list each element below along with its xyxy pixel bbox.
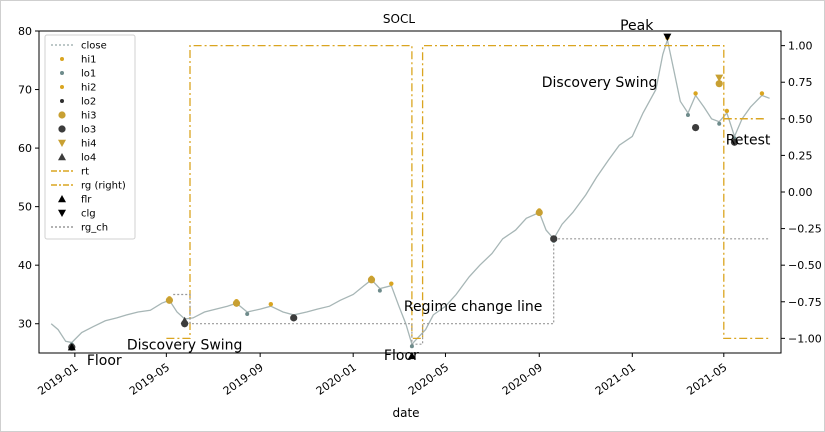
- y-right-tick-label: −0.75: [788, 296, 822, 309]
- legend-label: rg (right): [81, 181, 126, 192]
- legend-label: lo1: [81, 69, 96, 80]
- legend-label: lo3: [81, 125, 96, 136]
- x-tick-label: 2021-05: [684, 361, 729, 398]
- y-tick-label: 40: [18, 259, 32, 272]
- annotation: Discovery Swing: [127, 338, 243, 354]
- marker-flr: [407, 351, 416, 360]
- marker-hi3: [165, 296, 174, 304]
- y-tick-label: 30: [18, 318, 32, 331]
- y-right-tick-label: 1.00: [788, 40, 813, 53]
- legend: close hi1 lo1 hi2 lo2 hi3 lo3 hi4 lo4 rt rg (right…: [44, 34, 136, 240]
- legend-symbol: [60, 57, 64, 61]
- legend-symbol: [58, 195, 66, 203]
- y-right-tick-label: 0.75: [788, 76, 813, 89]
- swing-low-point: [717, 121, 722, 126]
- x-tick-label: 2019-01: [35, 361, 80, 398]
- legend-label: lo4: [81, 153, 96, 164]
- y-right-tick-label: −1.00: [788, 332, 822, 345]
- swing-low-point: [377, 288, 382, 293]
- legend-symbol: [58, 209, 66, 217]
- marker-lo4: [180, 316, 189, 324]
- legend-label: clg: [81, 209, 96, 220]
- annotation: Peak: [620, 18, 654, 34]
- y-right-tick-label: −0.25: [788, 223, 822, 236]
- annotation: Floor: [87, 353, 122, 369]
- legend-symbol: [60, 71, 64, 75]
- y-tick-label: 70: [18, 84, 32, 97]
- legend-label: hi1: [81, 55, 96, 66]
- x-tick-label: 2021-01: [593, 361, 638, 398]
- marker-hi3: [232, 299, 241, 307]
- legend-label: rt: [81, 167, 89, 178]
- series-rg-ch: [173, 238, 770, 345]
- annotation: Floor: [384, 348, 419, 364]
- marker-lo3: [550, 235, 558, 243]
- legend-label: hi2: [81, 83, 96, 94]
- x-tick-label: 2019-05: [127, 361, 172, 398]
- x-tick-label: 2020-01: [314, 361, 359, 398]
- y-tick-label: 80: [18, 25, 32, 38]
- x-tick-label: 2020-05: [406, 361, 451, 398]
- x-tick-label: 2019-09: [221, 361, 266, 398]
- marker-flr: [67, 343, 76, 351]
- marker-lo3: [691, 124, 700, 132]
- y-right-tick-label: 0.50: [788, 113, 813, 126]
- legend-symbol: [58, 125, 66, 133]
- x-axis-label: date: [392, 406, 419, 420]
- annotation: Regime change line: [404, 299, 542, 315]
- swing-high-point: [759, 91, 765, 96]
- swing-high-point: [268, 301, 274, 307]
- swing-low-point: [685, 112, 690, 117]
- swing-low-point: [409, 344, 414, 349]
- legend-label: flr: [81, 195, 92, 206]
- swing-high-point: [693, 91, 698, 96]
- legend-symbol: [58, 139, 66, 147]
- legend-label: hi4: [81, 139, 96, 150]
- y-right-tick-label: 0.00: [788, 186, 813, 199]
- swing-high-point: [724, 108, 730, 114]
- x-tick-label: 2020-09: [500, 361, 545, 398]
- series-rg-right-: [166, 44, 770, 340]
- legend-symbol: [58, 111, 66, 119]
- legend-label: close: [81, 41, 107, 52]
- marker-hi3: [367, 276, 376, 284]
- annotation: Discovery Swing: [542, 75, 658, 91]
- marker-lo3: [290, 314, 298, 322]
- y-tick-label: 60: [18, 142, 32, 155]
- marker-lo3: [730, 138, 739, 146]
- swing-high-point: [389, 281, 394, 286]
- legend-label: rg_ch: [81, 223, 108, 234]
- legend-label: lo2: [81, 97, 96, 108]
- legend-symbol: [60, 99, 64, 103]
- plot-area: 30 40 50 60 70 80 −1.00 −0.75 −0.50 −0.25 0.00 0.25…: [18, 18, 822, 398]
- marker-clg: [663, 33, 672, 41]
- legend-box: [44, 34, 136, 240]
- marker-hi3: [535, 208, 543, 217]
- legend-label: hi3: [81, 111, 96, 122]
- y-right-tick-label: 0.25: [788, 149, 813, 162]
- y-right-tick-label: −0.50: [788, 259, 822, 272]
- annotation: Retest: [726, 133, 771, 149]
- legend-symbol: [58, 153, 66, 161]
- y-tick-label: 50: [18, 201, 32, 214]
- marker-hi3: [715, 80, 723, 88]
- marker-hi4: [715, 74, 724, 82]
- chart-title: SOCL: [383, 12, 415, 26]
- swing-low-point: [245, 312, 250, 317]
- legend-symbol: [60, 85, 64, 89]
